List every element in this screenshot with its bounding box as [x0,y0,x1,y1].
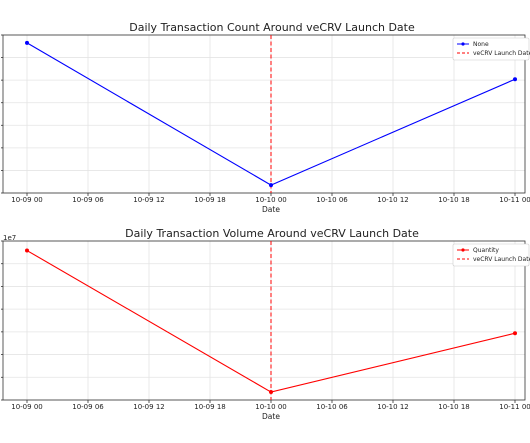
x-tick-label: 10-10 12 [377,403,408,411]
x-tick-label: 10-09 06 [72,196,104,204]
x-tick-label: 10-10 12 [377,196,408,204]
chart-1: Daily Transaction Count Around veCRV Lau… [1,21,530,214]
legend-series-marker [461,248,465,252]
legend-box [452,243,530,267]
x-tick-label: 10-11 00 [499,196,530,204]
x-tick-label: 10-10 06 [316,403,348,411]
legend-launch-label: veCRV Launch Date [473,256,530,263]
chart-title: Daily Transaction Count Around veCRV Lau… [129,21,415,34]
data-point [269,183,273,188]
chart-title: Daily Transaction Volume Around veCRV La… [125,227,419,240]
y-scale-label: 1e7 [3,234,16,242]
x-tick-label: 10-10 18 [438,196,469,204]
plot-frame [2,240,526,401]
data-point [513,77,517,82]
x-tick-label: 10-09 12 [133,403,164,411]
x-axis-label: Date [262,412,280,421]
x-tick-label: 10-09 18 [194,403,225,411]
x-tick-label: 10-09 06 [72,403,104,411]
x-tick-label: 10-09 00 [11,196,42,204]
data-point [25,40,29,45]
data-point [25,248,29,253]
legend-launch-label: veCRV Launch Date [473,50,530,57]
data-point [513,331,517,336]
plot-frame [2,34,526,194]
x-tick-label: 10-10 06 [316,196,348,204]
x-tick-label: 10-11 00 [499,403,530,411]
x-tick-label: 10-09 18 [194,196,225,204]
legend-box [452,37,530,61]
x-tick-label: 10-10 00 [255,196,286,204]
x-tick-label: 10-09 12 [133,196,164,204]
x-tick-label: 10-10 18 [438,403,469,411]
x-axis-label: Date [262,205,280,214]
legend-series-label: Quantity [473,247,499,254]
x-tick-label: 10-10 00 [255,403,286,411]
legend-series-label: None [473,41,489,48]
chart-2: Daily Transaction Volume Around veCRV La… [1,227,530,421]
legend-series-marker [461,42,465,46]
x-tick-label: 10-09 00 [11,403,42,411]
data-point [269,390,273,395]
